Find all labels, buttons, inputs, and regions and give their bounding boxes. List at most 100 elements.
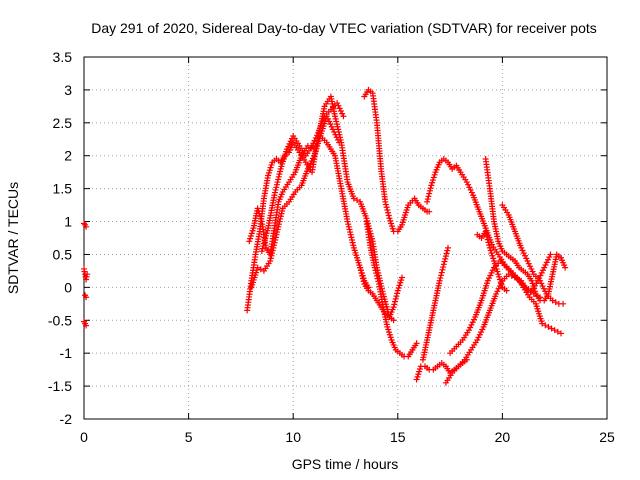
data-point	[397, 279, 404, 286]
data-point	[326, 118, 333, 125]
data-point	[347, 231, 354, 238]
series-arc-18	[499, 202, 567, 307]
data-point	[398, 274, 405, 281]
y-tick-label: 0.5	[53, 246, 73, 262]
data-point	[83, 322, 90, 329]
data-point	[268, 161, 275, 168]
data-point	[416, 368, 423, 375]
data-point	[287, 138, 294, 145]
data-point	[309, 155, 316, 162]
data-point	[388, 223, 395, 230]
data-point	[347, 229, 354, 236]
series-arc-7	[248, 132, 372, 291]
data-point	[277, 213, 284, 220]
data-point	[484, 277, 491, 284]
data-point	[498, 281, 505, 288]
data-point	[532, 288, 539, 295]
x-tick-label: 20	[495, 429, 511, 445]
data-point	[426, 187, 433, 194]
data-point	[270, 242, 277, 249]
data-point	[246, 238, 253, 245]
data-point	[430, 174, 437, 181]
data-point	[268, 252, 275, 259]
series-arc-13	[419, 244, 452, 363]
data-point	[495, 285, 502, 292]
data-point	[357, 264, 364, 271]
series-arc-6	[246, 113, 343, 258]
data-point	[375, 278, 382, 285]
y-tick-label: -2	[60, 411, 73, 427]
data-point	[265, 172, 272, 179]
data-point	[286, 140, 293, 147]
data-point	[486, 275, 493, 282]
data-point	[470, 316, 477, 323]
data-point	[541, 264, 548, 271]
data-point	[497, 279, 504, 286]
data-point	[438, 269, 445, 276]
data-point	[444, 247, 451, 254]
data-point	[545, 323, 552, 330]
data-point	[385, 326, 392, 333]
y-tick-label: -1	[60, 345, 73, 361]
data-point	[277, 215, 284, 222]
data-point	[386, 331, 393, 338]
y-tick-label: -1.5	[48, 378, 72, 394]
data-point	[529, 268, 536, 275]
data-point	[357, 267, 364, 274]
data-point	[275, 223, 282, 230]
data-point	[257, 215, 264, 222]
data-point	[394, 287, 401, 294]
data-point	[311, 137, 318, 144]
data-point	[525, 260, 532, 267]
y-tick-labels: -2 -1.5 -1 -0.5 0 0.5 1 1.5 2 2.5 3 3.5	[48, 49, 72, 427]
data-point	[503, 287, 510, 294]
data-point	[396, 282, 403, 289]
data-point	[350, 195, 357, 202]
data-point	[487, 247, 494, 254]
data-point	[489, 252, 496, 259]
data-point	[391, 301, 398, 308]
x-tick-label: 5	[185, 429, 193, 445]
data-point	[552, 299, 559, 306]
data-point	[310, 140, 317, 147]
data-point	[388, 220, 395, 227]
series-arc-14	[424, 156, 564, 337]
data-point	[340, 113, 347, 120]
data-point	[372, 267, 379, 274]
data-point	[493, 290, 500, 297]
data-point	[328, 123, 335, 130]
data-point	[486, 244, 493, 251]
data-point	[306, 163, 313, 170]
y-tick-label: 1.5	[53, 181, 73, 197]
data-point	[562, 264, 569, 271]
data-point	[426, 190, 433, 197]
data-point	[345, 223, 352, 230]
data-point	[275, 176, 282, 183]
data-point	[279, 208, 286, 215]
data-point	[349, 239, 356, 246]
data-point	[84, 271, 91, 278]
data-point	[529, 280, 536, 287]
data-point	[332, 131, 339, 138]
data-point	[548, 325, 555, 332]
data-point	[425, 193, 432, 200]
series-arc-8	[258, 100, 347, 255]
data-point	[438, 272, 445, 279]
data-point	[493, 265, 500, 272]
data-point	[274, 229, 281, 236]
y-tick-label: 3	[64, 82, 72, 98]
data-point	[344, 218, 351, 225]
data-point	[482, 228, 489, 235]
data-point	[358, 270, 365, 277]
x-tick-label: 10	[285, 429, 301, 445]
data-point	[332, 113, 339, 120]
y-tick-label: 3.5	[53, 49, 73, 65]
data-point	[273, 184, 280, 191]
data-point	[528, 265, 535, 272]
data-point	[468, 189, 475, 196]
data-point	[441, 258, 448, 265]
data-point	[546, 254, 553, 261]
data-point	[476, 331, 483, 338]
data-point	[248, 230, 255, 237]
